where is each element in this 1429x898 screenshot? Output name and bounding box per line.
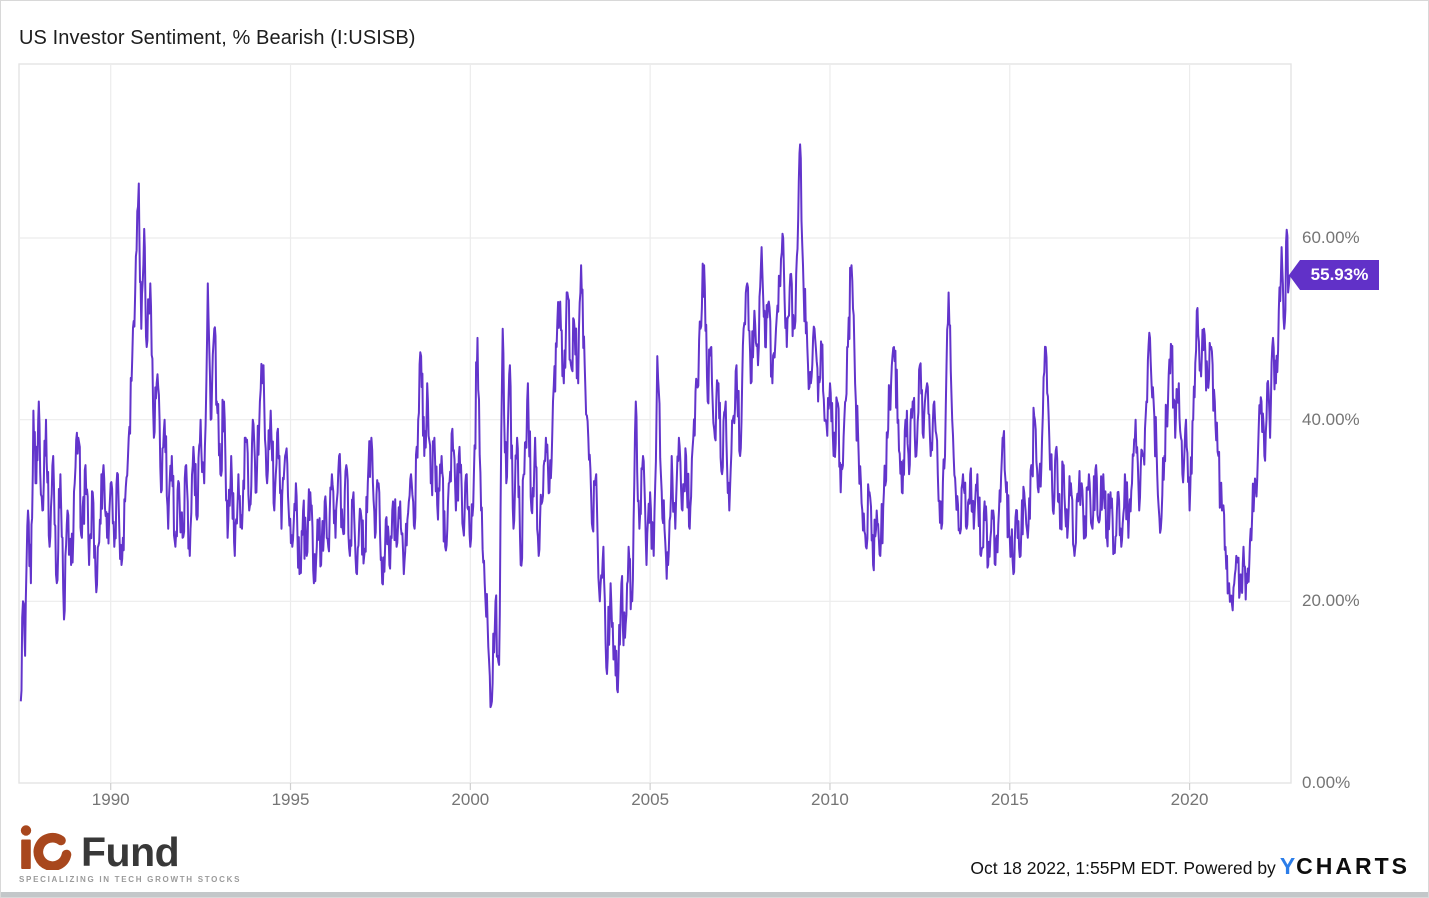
x-axis-tick-2010: 2010: [811, 790, 849, 809]
attribution: Oct 18 2022, 1:55PM EDT. Powered by Y CH…: [970, 853, 1410, 880]
last-value-badge: 55.93%: [1289, 259, 1379, 290]
x-axis-tick-1995: 1995: [271, 790, 310, 809]
y-axis-tick-60.00%: 60.00%: [1302, 228, 1360, 247]
y-axis-tick-0.00%: 0.00%: [1302, 773, 1351, 792]
x-axis-tick-1990: 1990: [91, 790, 130, 809]
bottom-edge-strip: [1, 892, 1428, 897]
iofund-logo[interactable]: Fund SPECIALIZING IN TECH GROWTH STOCKS: [19, 823, 241, 884]
x-axis-tick-2005: 2005: [631, 790, 670, 809]
x-axis-tick-2000: 2000: [451, 790, 490, 809]
last-value-text: 55.93%: [1310, 264, 1369, 284]
iofund-io-icon: [20, 825, 72, 870]
iofund-wordmark: Fund: [81, 828, 180, 875]
timestamp-text: Oct 18 2022, 1:55PM EDT. Powered by: [970, 858, 1276, 878]
y-axis-tick-20.00%: 20.00%: [1302, 591, 1360, 611]
axis-tick-marks: [110, 783, 1191, 790]
chart-gridlines: [18, 63, 1292, 784]
y-axis-tick-40.00%: 40.00%: [1302, 409, 1360, 429]
ycharts-logo[interactable]: Y CHARTS: [1280, 853, 1410, 880]
chart-title: US Investor Sentiment, % Bearish (I:USIS…: [19, 27, 416, 49]
footer: Fund SPECIALIZING IN TECH GROWTH STOCKS …: [1, 822, 1428, 892]
x-axis-tick-2020: 2020: [1170, 790, 1209, 809]
ycharts-wordmark: CHARTS: [1296, 853, 1410, 879]
bearish-series-line: [19, 143, 1291, 709]
iofund-tagline: SPECIALIZING IN TECH GROWTH STOCKS: [19, 875, 242, 884]
x-axis-tick-2015: 2015: [990, 790, 1029, 809]
ycharts-y-glyph: Y: [1279, 853, 1297, 879]
